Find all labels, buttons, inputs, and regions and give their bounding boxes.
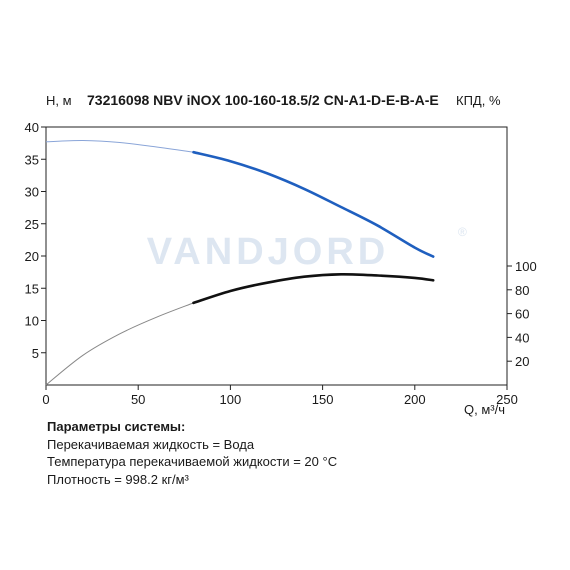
- x-tick-label: 100: [220, 392, 242, 407]
- y2-tick-label: 80: [515, 283, 529, 298]
- y-tick-label: 20: [25, 249, 39, 264]
- y-tick-label: 5: [32, 346, 39, 361]
- y-tick-label: 25: [25, 217, 39, 232]
- x-tick-label: 50: [131, 392, 145, 407]
- head-curve-extrapolated: [45, 139, 194, 153]
- system-parameters: Параметры системы: Перекачиваемая жидкос…: [47, 418, 337, 488]
- pump-curve-chart: VANDJORD ® 0 50 100 150 200 250 5 10 15 20 25 30 35 4…: [25, 92, 537, 417]
- y-tick-label: 10: [25, 314, 39, 329]
- params-header: Параметры системы:: [47, 419, 186, 434]
- y2-tick-label: 100: [515, 259, 537, 274]
- y2-tick-label: 20: [515, 354, 529, 369]
- efficiency-curve-operating: [192, 272, 435, 305]
- x-tick-label: 200: [404, 392, 426, 407]
- x-tick-label: 150: [312, 392, 334, 407]
- chart-title: 73216098 NBV iNOX 100-160-18.5/2 CN-A1-D…: [87, 92, 439, 108]
- y-tick-label: 35: [25, 152, 39, 167]
- param-temperature: Температура перекачиваемой жидкости = 20…: [47, 454, 338, 469]
- y-tick-label: 40: [25, 120, 39, 135]
- x-tick-label: 0: [42, 392, 49, 407]
- watermark-text: VANDJORD: [147, 231, 389, 273]
- y2-axis-label: КПД, %: [456, 93, 501, 108]
- y-axis-label: H, м: [46, 93, 72, 108]
- param-density: Плотность = 998.2 кг/м³: [47, 471, 189, 487]
- x-axis-label: Q, м³/ч: [464, 402, 505, 417]
- axes: 0 50 100 150 200 250 5 10 15 20 25 30 35 40 20 40 60 80 10…: [25, 120, 537, 407]
- y-tick-label: 30: [25, 185, 39, 200]
- param-fluid: Перекачиваемая жидкость = Вода: [47, 436, 255, 452]
- y2-tick-label: 40: [515, 330, 529, 345]
- head-curve-operating: [192, 150, 435, 258]
- curves: [45, 139, 435, 386]
- watermark: VANDJORD ®: [147, 225, 467, 273]
- x-tick-label: 250: [496, 392, 518, 407]
- watermark-registered-mark: ®: [458, 225, 467, 239]
- efficiency-curve-extrapolated: [45, 302, 194, 386]
- y-tick-label: 15: [25, 281, 39, 296]
- y2-tick-label: 60: [515, 307, 529, 322]
